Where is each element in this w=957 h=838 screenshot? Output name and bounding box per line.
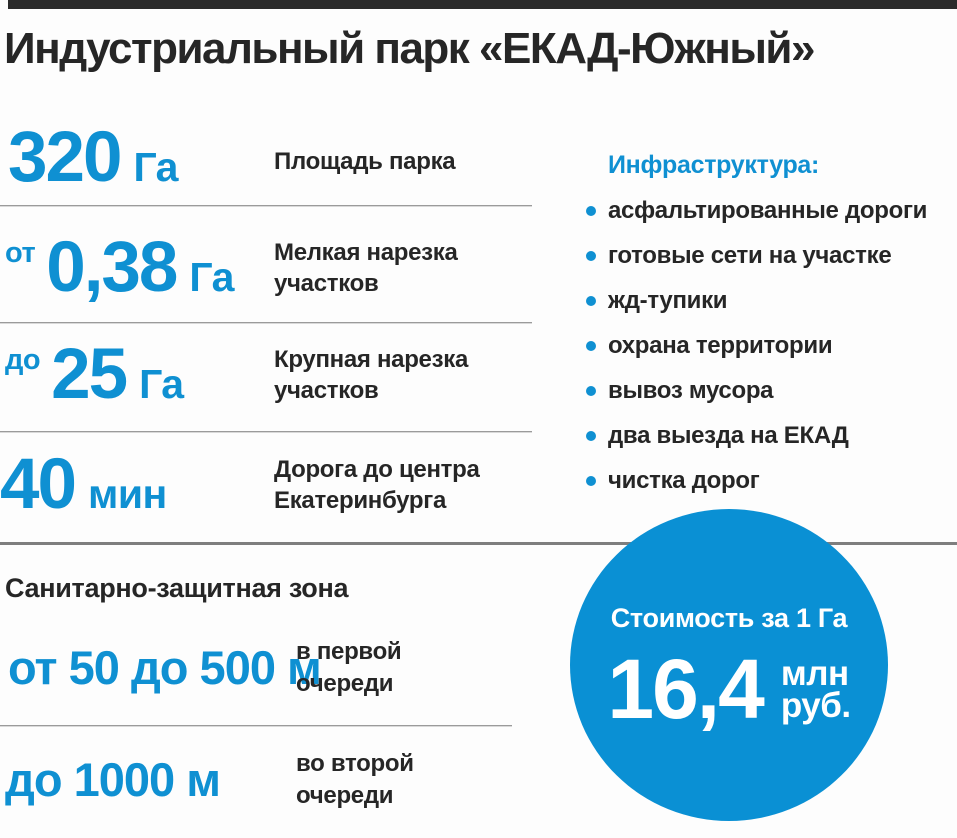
stat-unit: Га [189,254,234,300]
list-item-label: вывоз мусора [608,376,774,404]
page-title: Индустриальный парк «ЕКАД-Южный» [4,24,815,73]
stat-number: 40 [0,445,77,524]
stat-number: 320 [8,118,122,197]
list-item-label: жд-тупики [608,286,728,314]
list-item: готовые сети на участке [586,242,927,269]
price-circle-badge: Стоимость за 1 Га 16,4 млн руб. [570,509,888,821]
stat-park-area-value: 320 Га [8,122,178,193]
sanitary-zone-second-stage-value: до 1000 м [5,753,221,806]
price-units: млн руб. [780,654,851,725]
top-accent-bar [8,0,957,9]
price-value: 16,4 [607,642,764,736]
infrastructure-heading: Инфраструктура: [608,151,820,179]
row-divider [0,322,532,324]
bullet-dot-icon [586,340,596,351]
price-unit-line: млн [780,654,849,693]
list-item: охрана территории [586,332,927,359]
row-divider [0,431,532,433]
bullet-dot-icon [586,475,596,486]
bullet-dot-icon [586,295,596,306]
price-unit-line: руб. [780,686,851,725]
bullet-dot-icon [586,385,596,396]
list-item-label: готовые сети на участке [608,241,892,269]
list-item-label: чистка дорог [608,466,760,494]
bullet-dot-icon [586,430,596,441]
list-item-label: два выезда на ЕКАД [608,421,849,449]
row-divider [0,205,532,207]
sanitary-zone-second-stage-label: во второй очереди [296,750,414,809]
stat-drive-time-label: Дорога до центра Екатеринбурга [274,456,480,514]
list-item-label: асфальтированные дороги [608,196,928,224]
stat-large-plots-label: Крупная нарезка участков [274,346,468,404]
sanitary-zone-heading: Санитарно-защитная зона [5,573,349,603]
list-item: асфальтированные дороги [586,197,927,224]
sanitary-zone-first-stage-label: в первой очереди [296,638,402,697]
list-item: чистка дорог [586,467,927,494]
stat-large-plots-value: до 25 Га [5,339,184,410]
stat-unit: Га [139,361,184,407]
stat-small-plots-label: Мелкая нарезка участков [274,239,458,297]
price-row: 16,4 млн руб. [570,647,888,731]
list-item-label: охрана территории [608,331,833,359]
row-divider [0,725,512,727]
section-divider [0,542,957,545]
stat-number: 0,38 [46,228,178,307]
stat-prefix: от [5,237,36,269]
list-item: жд-тупики [586,287,927,314]
sanitary-zone-first-stage-value: от 50 до 500 м [8,641,322,694]
stat-unit: Га [133,144,178,190]
stat-prefix: до [5,344,41,376]
list-item: два выезда на ЕКАД [586,422,927,449]
list-item: вывоз мусора [586,377,927,404]
stat-drive-time-value: 40 мин [0,449,167,520]
bullet-dot-icon [586,250,596,261]
stat-unit: мин [87,471,167,517]
infrastructure-list: асфальтированные дороги готовые сети на … [586,197,927,512]
stat-small-plots-value: от 0,38 Га [5,232,234,303]
price-heading: Стоимость за 1 Га [610,603,848,633]
stat-park-area-label: Площадь парка [274,148,456,175]
bullet-dot-icon [586,205,596,216]
stat-number: 25 [51,335,128,414]
